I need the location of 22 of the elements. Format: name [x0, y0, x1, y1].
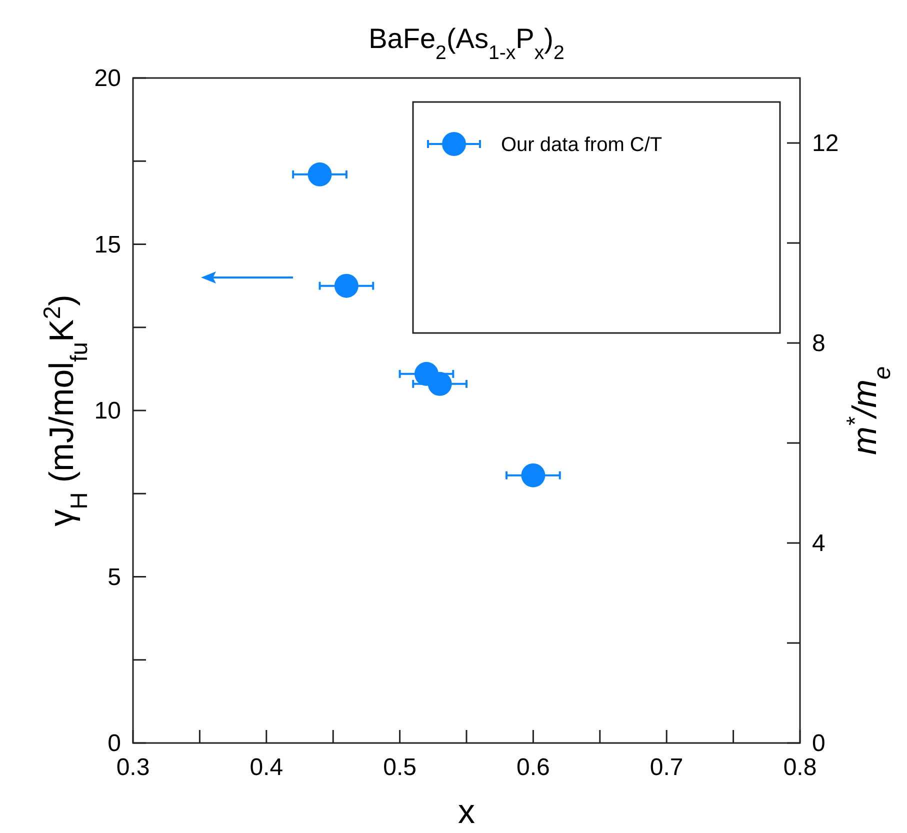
point — [334, 274, 358, 298]
x-tick-label: 0.8 — [783, 754, 817, 781]
x-axis-title: x — [458, 793, 475, 831]
y-tick-label: 10 — [94, 398, 121, 424]
chart-title: BaFe$_{2}$(As$_{1-x}$P$_{x}$)$_{2}$ — [368, 23, 564, 64]
x-tick-label: 0.5 — [383, 754, 416, 781]
point — [308, 162, 332, 186]
x-tick-label: 0.3 — [116, 754, 150, 781]
point — [428, 372, 452, 396]
y2-tick-label: 4 — [812, 530, 826, 557]
x-tick-label: 0.6 — [516, 754, 550, 781]
legend-label: Our data from C/T — [501, 134, 662, 156]
y2-tick-label: 0 — [812, 730, 826, 757]
y2-tick-label: 12 — [812, 130, 839, 157]
y-tick-label: 0 — [108, 730, 121, 757]
x-tick-label: 0.4 — [250, 754, 284, 781]
y-tick-label: 15 — [94, 231, 121, 258]
x-tick-label: 0.7 — [650, 754, 684, 781]
y-tick-label: 20 — [94, 65, 121, 92]
y2-tick-label: 8 — [812, 330, 826, 357]
y-tick-label: 5 — [108, 564, 121, 591]
point — [521, 463, 546, 488]
